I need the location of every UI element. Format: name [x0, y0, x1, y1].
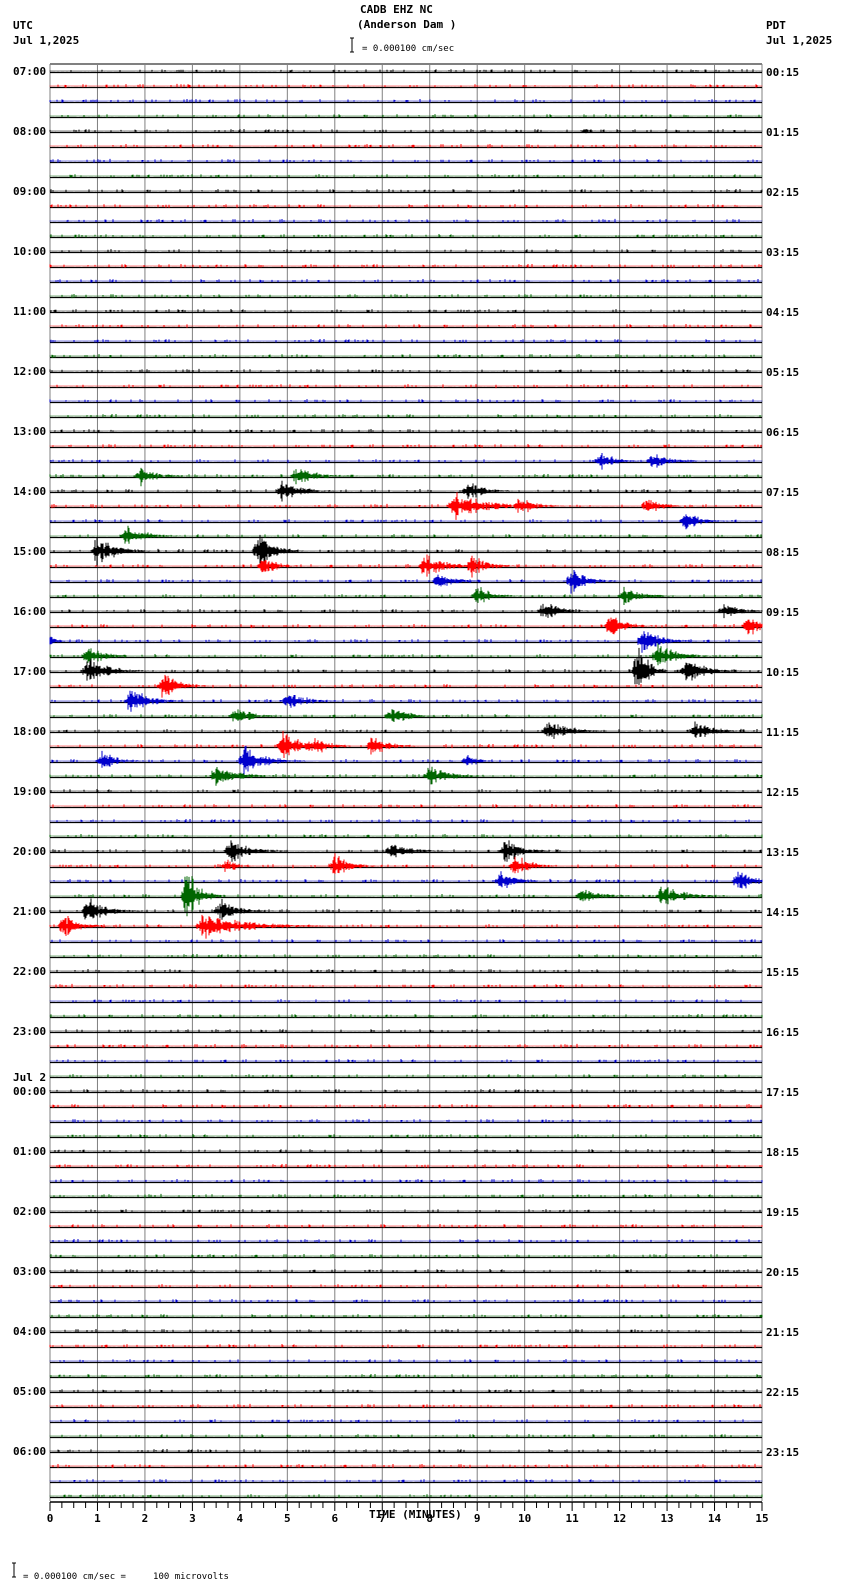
utc-hour-label: 21:00	[13, 905, 47, 918]
svg-text:9: 9	[474, 1512, 481, 1525]
utc-hour-label: 13:00	[13, 425, 47, 438]
utc-hour-label: 04:00	[13, 1325, 47, 1338]
pdt-hour-label: 19:15	[766, 1206, 800, 1219]
utc-hour-label: 10:00	[13, 245, 47, 258]
pdt-hour-label: 17:15	[766, 1086, 800, 1099]
pdt-hour-label: 07:15	[766, 486, 800, 499]
left-date: Jul 1,2025	[13, 34, 80, 47]
utc-hour-label: 03:00	[13, 1265, 47, 1278]
svg-text:11: 11	[566, 1512, 580, 1525]
pdt-hour-label: 01:15	[766, 126, 800, 139]
utc-hour-label: 02:00	[13, 1205, 47, 1218]
svg-text:14: 14	[708, 1512, 722, 1525]
utc-hour-label: 17:00	[13, 665, 47, 678]
utc-hour-label: 19:00	[13, 785, 47, 798]
pdt-hour-label: 10:15	[766, 666, 800, 679]
svg-text:6: 6	[331, 1512, 338, 1525]
pdt-hour-label: 09:15	[766, 606, 800, 619]
pdt-hour-label: 14:15	[766, 906, 800, 919]
pdt-hour-label: 08:15	[766, 546, 800, 559]
utc-hour-label: 14:00	[13, 485, 47, 498]
station-location: (Anderson Dam )	[357, 18, 457, 31]
pdt-hour-label: 04:15	[766, 306, 800, 319]
svg-text:10: 10	[518, 1512, 531, 1525]
right-timezone: PDT	[766, 19, 786, 32]
svg-text:13: 13	[660, 1512, 673, 1525]
svg-text:2: 2	[142, 1512, 149, 1525]
station-title: CADB EHZ NC	[360, 3, 433, 16]
svg-text:0: 0	[47, 1512, 54, 1525]
svg-text:3: 3	[189, 1512, 196, 1525]
utc-hour-label: 09:00	[13, 185, 47, 198]
utc-hour-label: 08:00	[13, 125, 47, 138]
utc-hour-label: 12:00	[13, 365, 47, 378]
utc-hour-label: 22:00	[13, 965, 47, 978]
utc-hour-label: 00:00	[13, 1085, 47, 1098]
x-axis-label: TIME (MINUTES)	[369, 1508, 462, 1521]
svg-text:4: 4	[237, 1512, 244, 1525]
left-timezone: UTC	[13, 19, 33, 32]
svg-text:12: 12	[613, 1512, 626, 1525]
utc-hour-label: 20:00	[13, 845, 47, 858]
pdt-hour-label: 03:15	[766, 246, 800, 259]
svg-text:7: 7	[379, 1512, 386, 1525]
pdt-hour-label: 21:15	[766, 1326, 800, 1339]
utc-hour-label: 06:00	[13, 1445, 47, 1458]
utc-hour-label: 18:00	[13, 725, 47, 738]
pdt-hour-label: 02:15	[766, 186, 800, 199]
pdt-hour-label: 13:15	[766, 846, 800, 859]
scale-bar-text: = 0.000100 cm/sec	[362, 44, 455, 54]
svg-text:15: 15	[755, 1512, 768, 1525]
utc-hour-label: 11:00	[13, 305, 47, 318]
utc-hour-label: 23:00	[13, 1025, 47, 1038]
pdt-hour-label: 18:15	[766, 1146, 800, 1159]
pdt-hour-label: 00:15	[766, 66, 800, 79]
utc-hour-label: 01:00	[13, 1145, 47, 1158]
pdt-hour-label: 15:15	[766, 966, 800, 979]
pdt-hour-label: 11:15	[766, 726, 800, 739]
pdt-hour-label: 20:15	[766, 1266, 800, 1279]
pdt-hour-label: 12:15	[766, 786, 800, 799]
svg-text:8: 8	[426, 1512, 433, 1525]
right-date: Jul 1,2025	[766, 34, 833, 47]
svg-text:1: 1	[94, 1512, 101, 1525]
svg-text:5: 5	[284, 1512, 291, 1525]
pdt-hour-label: 16:15	[766, 1026, 800, 1039]
pdt-hour-label: 06:15	[766, 426, 800, 439]
pdt-hour-label: 05:15	[766, 366, 800, 379]
pdt-hour-label: 23:15	[766, 1446, 800, 1459]
utc-hour-label: 16:00	[13, 605, 47, 618]
utc-hour-label: 15:00	[13, 545, 47, 558]
footer-scale-legend: = 0.000100 cm/sec = 100 microvolts	[23, 1572, 229, 1582]
pdt-hour-label: 22:15	[766, 1386, 800, 1399]
utc-hour-label: Jul 2	[13, 1071, 47, 1084]
utc-hour-label: 05:00	[13, 1385, 47, 1398]
utc-hour-label: 07:00	[13, 65, 47, 78]
